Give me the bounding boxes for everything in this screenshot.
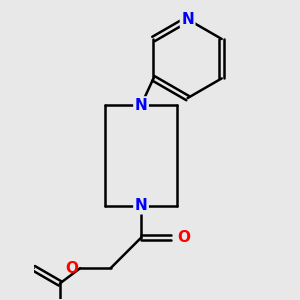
Text: N: N xyxy=(135,98,147,113)
Text: N: N xyxy=(135,198,147,213)
Text: O: O xyxy=(177,230,190,245)
Text: N: N xyxy=(181,12,194,27)
Text: O: O xyxy=(65,261,78,276)
